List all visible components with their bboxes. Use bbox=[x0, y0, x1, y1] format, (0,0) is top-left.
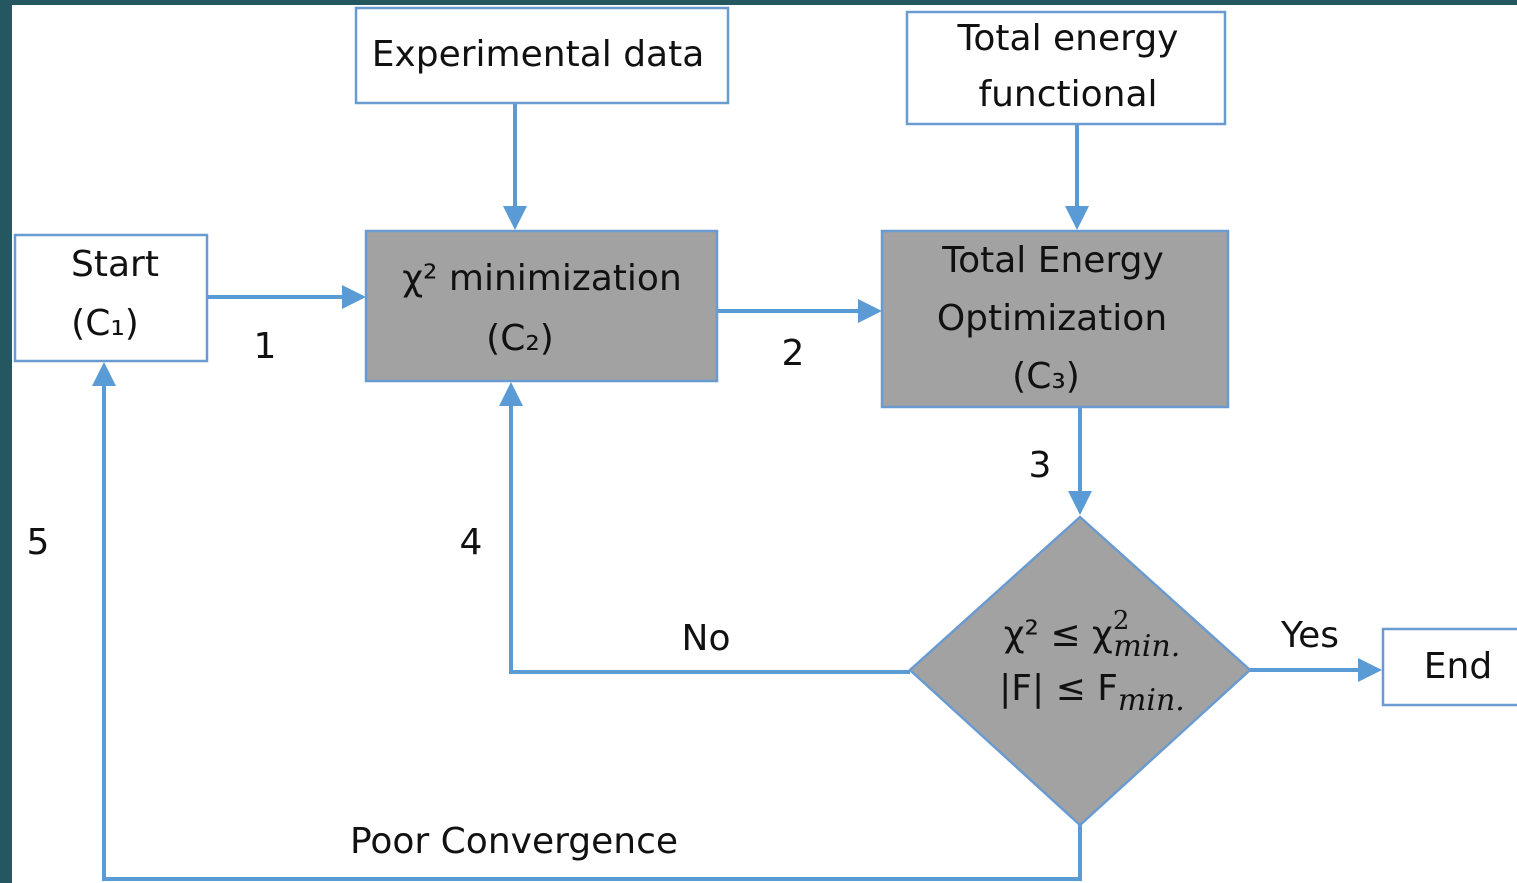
node-box bbox=[1381, 627, 1517, 707]
condition-sub: min. bbox=[1118, 683, 1185, 718]
node-label: (C₁) bbox=[71, 303, 139, 344]
node-label: Optimization bbox=[937, 298, 1167, 339]
node-label: χ² minimization bbox=[402, 258, 682, 299]
node-label: Total energy bbox=[957, 18, 1179, 59]
node-box bbox=[905, 10, 1227, 126]
edge-label: No bbox=[682, 618, 731, 659]
condition-line: |F| ≤ Fmin. bbox=[999, 668, 1185, 718]
edge-label: 1 bbox=[254, 326, 277, 367]
arrow bbox=[499, 382, 910, 674]
frame-left bbox=[0, 0, 12, 883]
edge-label: Yes bbox=[1280, 615, 1339, 656]
condition-sup: 2 bbox=[1113, 606, 1130, 636]
node-label: Total Energy bbox=[941, 240, 1164, 281]
condition-text: |F| ≤ F bbox=[999, 668, 1118, 709]
edge-label: 3 bbox=[1029, 445, 1052, 486]
decision-diamond bbox=[908, 515, 1252, 827]
node-box bbox=[13, 233, 209, 363]
node-label: (C₂) bbox=[486, 318, 554, 359]
condition-text: χ² ≤ χ bbox=[1004, 614, 1113, 655]
node-box bbox=[364, 229, 719, 383]
condition-sub: min. bbox=[1113, 629, 1180, 664]
node-label: End bbox=[1424, 646, 1492, 687]
arrow bbox=[92, 362, 1082, 881]
frame-top bbox=[0, 0, 1517, 5]
edge-label: 2 bbox=[782, 333, 805, 374]
edge-label: 4 bbox=[460, 522, 483, 563]
condition-line: χ² ≤ χ2 min. bbox=[1004, 606, 1181, 664]
edge-label: 5 bbox=[27, 522, 50, 563]
node-label: (C₃) bbox=[1012, 356, 1080, 397]
node-box bbox=[354, 6, 730, 105]
edge-label: Poor Convergence bbox=[350, 821, 678, 862]
node-label: Experimental data bbox=[372, 34, 705, 75]
node-box bbox=[880, 229, 1230, 409]
node-label: functional bbox=[978, 74, 1157, 115]
node-label: Start bbox=[71, 244, 159, 285]
